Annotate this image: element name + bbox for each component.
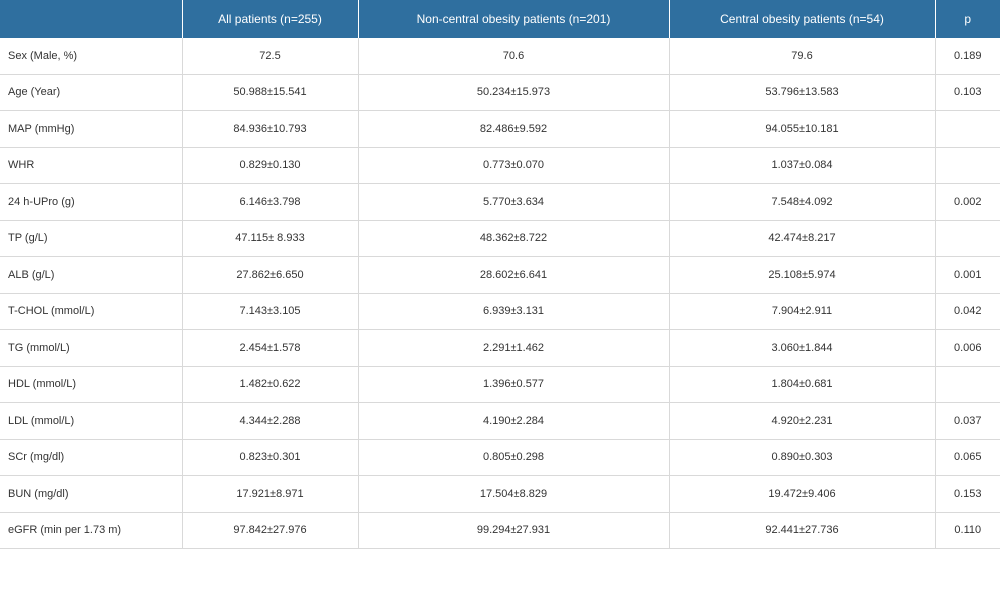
row-label: WHR (0, 147, 182, 184)
cell-p-value: 0.103 (934, 74, 1000, 111)
cell-p-value (934, 220, 1000, 257)
table-row: TP (g/L) 47.115± 8.933 48.362±8.722 42.474±… (0, 220, 1000, 257)
cell-central-obesity: 53.796±13.583 (668, 74, 935, 111)
cell-non-central-obesity: 4.190±2.284 (357, 402, 669, 440)
cell-central-obesity: 7.548±4.092 (668, 183, 935, 221)
cell-all-patients: 4.344±2.288 (181, 402, 358, 440)
table-row: T-CHOL (mmol/L) 7.143±3.105 6.939±3.131 7.9… (0, 293, 1000, 330)
cell-p-value: 0.001 (934, 256, 1000, 294)
table-row: 24 h-UPro (g) 6.146±3.798 5.770±3.634 7.548… (0, 183, 1000, 221)
row-label: ALB (g/L) (0, 256, 182, 294)
cell-central-obesity: 42.474±8.217 (668, 220, 935, 257)
cell-p-value: 0.110 (934, 512, 1000, 549)
table-header: All patients (n=255) Non-central obesity… (0, 0, 1000, 38)
cell-non-central-obesity: 82.486±9.592 (357, 110, 669, 148)
header-all-patients: All patients (n=255) (181, 0, 358, 38)
table-row: SCr (mg/dl) 0.823±0.301 0.805±0.298 0.890±0… (0, 439, 1000, 476)
table-row: TG (mmol/L) 2.454±1.578 2.291±1.462 3.060±1… (0, 329, 1000, 367)
row-label: Sex (Male, %) (0, 38, 182, 75)
cell-p-value: 0.065 (934, 439, 1000, 476)
table-row: Age (Year) 50.988±15.541 50.234±15.973 53.7… (0, 74, 1000, 111)
cell-p-value (934, 110, 1000, 148)
cell-non-central-obesity: 2.291±1.462 (357, 329, 669, 367)
row-label: eGFR (min per 1.73 m) (0, 512, 182, 549)
table-row: WHR 0.829±0.130 0.773±0.070 1.037±0.084 (0, 147, 1000, 184)
row-label: T-CHOL (mmol/L) (0, 293, 182, 330)
cell-central-obesity: 1.804±0.681 (668, 366, 935, 403)
row-label: TG (mmol/L) (0, 329, 182, 367)
header-non-central-obesity: Non-central obesity patients (n=201) (357, 0, 669, 38)
cell-central-obesity: 0.890±0.303 (668, 439, 935, 476)
header-p-value: p (934, 0, 1000, 38)
cell-non-central-obesity: 70.6 (357, 38, 669, 75)
cell-all-patients: 84.936±10.793 (181, 110, 358, 148)
cell-non-central-obesity: 17.504±8.829 (357, 475, 669, 513)
data-table: All patients (n=255) Non-central obesity… (0, 0, 1000, 549)
cell-all-patients: 1.482±0.622 (181, 366, 358, 403)
cell-all-patients: 7.143±3.105 (181, 293, 358, 330)
table-row: LDL (mmol/L) 4.344±2.288 4.190±2.284 4.920±… (0, 402, 1000, 440)
cell-p-value: 0.006 (934, 329, 1000, 367)
cell-non-central-obesity: 5.770±3.634 (357, 183, 669, 221)
cell-p-value (934, 366, 1000, 403)
cell-non-central-obesity: 1.396±0.577 (357, 366, 669, 403)
cell-all-patients: 2.454±1.578 (181, 329, 358, 367)
cell-all-patients: 97.842±27.976 (181, 512, 358, 549)
row-label: MAP (mmHg) (0, 110, 182, 148)
header-row: All patients (n=255) Non-central obesity… (0, 0, 1000, 38)
row-label: LDL (mmol/L) (0, 402, 182, 440)
cell-p-value: 0.189 (934, 38, 1000, 75)
row-label: SCr (mg/dl) (0, 439, 182, 476)
cell-non-central-obesity: 0.805±0.298 (357, 439, 669, 476)
cell-central-obesity: 3.060±1.844 (668, 329, 935, 367)
row-label: HDL (mmol/L) (0, 366, 182, 403)
cell-central-obesity: 94.055±10.181 (668, 110, 935, 148)
cell-all-patients: 6.146±3.798 (181, 183, 358, 221)
cell-p-value (934, 147, 1000, 184)
cell-central-obesity: 79.6 (668, 38, 935, 75)
cell-p-value: 0.153 (934, 475, 1000, 513)
table-row: ALB (g/L) 27.862±6.650 28.602±6.641 25.108±… (0, 256, 1000, 294)
cell-central-obesity: 25.108±5.974 (668, 256, 935, 294)
cell-all-patients: 0.823±0.301 (181, 439, 358, 476)
table-row: Sex (Male, %) 72.5 70.6 79.6 0.189 (0, 38, 1000, 75)
cell-non-central-obesity: 99.294±27.931 (357, 512, 669, 549)
table-row: HDL (mmol/L) 1.482±0.622 1.396±0.577 1.804±… (0, 366, 1000, 403)
header-variable (0, 0, 182, 38)
cell-non-central-obesity: 6.939±3.131 (357, 293, 669, 330)
cell-central-obesity: 4.920±2.231 (668, 402, 935, 440)
cell-central-obesity: 7.904±2.911 (668, 293, 935, 330)
cell-all-patients: 50.988±15.541 (181, 74, 358, 111)
cell-p-value: 0.037 (934, 402, 1000, 440)
table-body: Sex (Male, %) 72.5 70.6 79.6 0.189 Age (Year)… (0, 38, 1000, 549)
cell-non-central-obesity: 48.362±8.722 (357, 220, 669, 257)
cell-central-obesity: 19.472±9.406 (668, 475, 935, 513)
cell-all-patients: 47.115± 8.933 (181, 220, 358, 257)
header-central-obesity: Central obesity patients (n=54) (668, 0, 935, 38)
cell-all-patients: 0.829±0.130 (181, 147, 358, 184)
cell-all-patients: 27.862±6.650 (181, 256, 358, 294)
cell-central-obesity: 1.037±0.084 (668, 147, 935, 184)
cell-p-value: 0.002 (934, 183, 1000, 221)
row-label: BUN (mg/dl) (0, 475, 182, 513)
table-row: BUN (mg/dl) 17.921±8.971 17.504±8.829 19.47… (0, 475, 1000, 513)
table-row: MAP (mmHg) 84.936±10.793 82.486±9.592 94.05… (0, 110, 1000, 148)
cell-central-obesity: 92.441±27.736 (668, 512, 935, 549)
table-row: eGFR (min per 1.73 m) 97.842±27.976 99.294… (0, 512, 1000, 549)
cell-p-value: 0.042 (934, 293, 1000, 330)
cell-all-patients: 72.5 (181, 38, 358, 75)
cell-all-patients: 17.921±8.971 (181, 475, 358, 513)
cell-non-central-obesity: 28.602±6.641 (357, 256, 669, 294)
cell-non-central-obesity: 50.234±15.973 (357, 74, 669, 111)
row-label: 24 h-UPro (g) (0, 183, 182, 221)
cell-non-central-obesity: 0.773±0.070 (357, 147, 669, 184)
row-label: TP (g/L) (0, 220, 182, 257)
row-label: Age (Year) (0, 74, 182, 111)
